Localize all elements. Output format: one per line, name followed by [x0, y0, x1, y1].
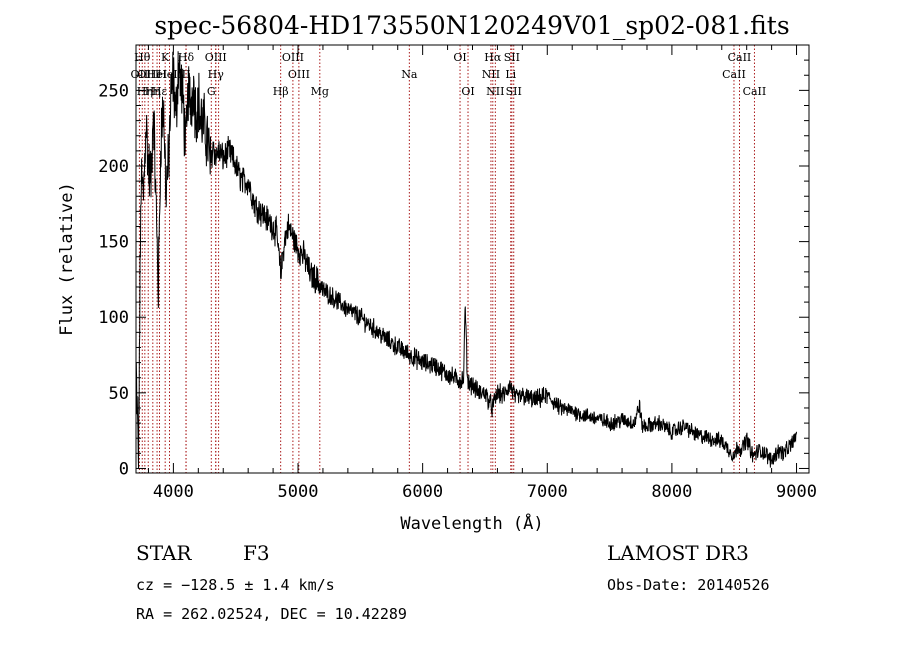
line-label: Na — [401, 68, 418, 81]
line-label: Hα — [484, 51, 502, 64]
line-label: Hγ — [208, 68, 225, 81]
x-tick-label: 6000 — [402, 482, 443, 502]
y-axis-label: Flux (relative) — [57, 182, 77, 336]
line-label: Hβ — [273, 85, 289, 98]
line-label: CaII — [743, 85, 767, 98]
y-tick-label: 200 — [98, 157, 129, 177]
line-label: Hη — [137, 85, 153, 98]
line-label: HeII — [157, 68, 182, 81]
line-labels: OII Hθ Hη OIII Hη HeI Hε K HeII Hδ II G OIII Hγ Hβ OIII… — [131, 51, 767, 98]
line-label: Hε — [152, 85, 168, 98]
line-label: SII — [506, 85, 522, 98]
line-label: OIII — [205, 51, 227, 64]
x-tick-label: 8000 — [651, 482, 692, 502]
line-label: OIII — [288, 68, 310, 81]
axis-ticks: 4000 5000 6000 7000 8000 9000 0 50 100 150 200 250 — [98, 45, 817, 502]
x-axis-label: Wavelength (Å) — [400, 512, 543, 534]
object-type: STAR — [136, 541, 192, 565]
line-label: Mg — [311, 85, 329, 98]
y-tick-label: 100 — [98, 308, 129, 328]
line-label: Li — [505, 68, 516, 81]
y-tick-label: 150 — [98, 233, 129, 253]
line-label: OI — [453, 51, 466, 64]
line-label: II — [182, 68, 191, 81]
line-label: NII — [486, 85, 504, 98]
plot-frame — [135, 44, 810, 474]
flux-series — [135, 51, 797, 469]
x-tick-label: 5000 — [278, 482, 319, 502]
survey-name: LAMOST DR3 — [607, 541, 749, 565]
y-tick-label: 0 — [119, 459, 129, 479]
line-label: SII — [504, 51, 520, 64]
line-label: OIII — [137, 68, 159, 81]
observation-date: Obs-Date: 20140526 — [607, 576, 770, 594]
line-label: CaII — [728, 51, 752, 64]
chart-title: spec-56804-HD173550N120249V01_sp02-081.f… — [154, 11, 789, 40]
line-label: Hδ — [178, 51, 195, 64]
y-tick-label: 50 — [109, 384, 129, 404]
line-label: NII — [482, 68, 500, 81]
line-label: HeI — [147, 68, 167, 81]
y-tick-label: 250 — [98, 81, 129, 101]
x-tick-label: 9000 — [776, 482, 817, 502]
sky-coordinates: RA = 262.02524, DEC = 10.42289 — [136, 605, 407, 623]
spectral-subclass: F3 — [243, 541, 270, 565]
x-tick-label: 4000 — [153, 482, 194, 502]
line-label: OII — [131, 68, 149, 81]
line-label: G — [207, 85, 216, 98]
line-label: OIII — [282, 51, 304, 64]
x-tick-label: 7000 — [527, 482, 568, 502]
emission-line-markers — [138, 45, 755, 473]
line-label: Hη — [145, 85, 161, 98]
line-label: Hθ — [134, 51, 151, 64]
line-label: OI — [461, 85, 474, 98]
line-label: K — [161, 51, 170, 64]
redshift-velocity: cz = −128.5 ± 1.4 km/s — [136, 576, 335, 594]
flux-line — [135, 51, 797, 469]
line-label: CaII — [722, 68, 746, 81]
